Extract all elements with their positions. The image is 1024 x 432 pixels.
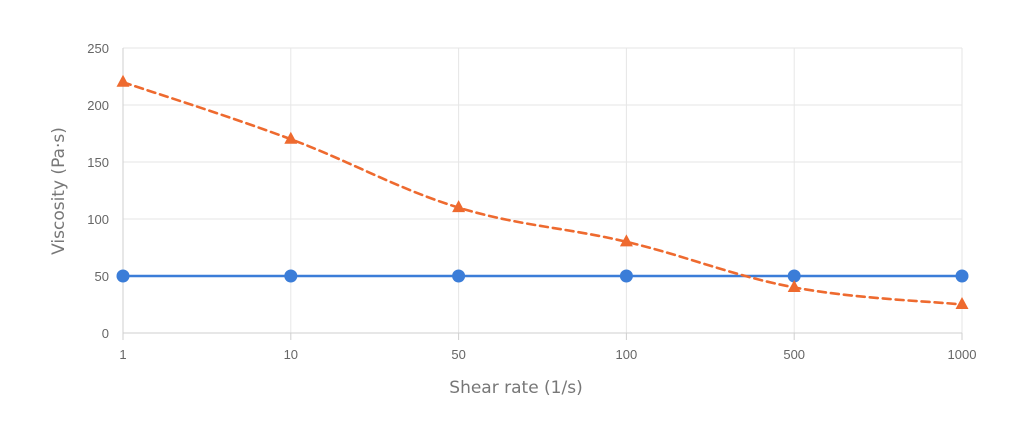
y-tick-label: 200 bbox=[87, 98, 109, 113]
y-tick-label: 50 bbox=[95, 269, 109, 284]
series-1 bbox=[116, 269, 969, 283]
series-line bbox=[121, 80, 964, 306]
x-tick-label: 100 bbox=[616, 347, 638, 362]
y-tick-label: 150 bbox=[87, 155, 109, 170]
x-axis-title: Shear rate (1/s) bbox=[449, 378, 582, 398]
data-point bbox=[116, 74, 130, 87]
y-tick-label: 100 bbox=[87, 212, 109, 227]
data-point bbox=[284, 131, 298, 144]
data-point bbox=[955, 297, 969, 310]
data-point bbox=[452, 269, 466, 283]
y-axis-title: Viscosity (Pa·s) bbox=[49, 127, 69, 255]
x-tick-label: 1000 bbox=[948, 347, 977, 362]
series-2 bbox=[116, 74, 969, 310]
data-point bbox=[116, 269, 130, 283]
series bbox=[116, 74, 969, 310]
data-point bbox=[284, 269, 298, 283]
data-point bbox=[787, 279, 801, 292]
x-tick-label: 500 bbox=[783, 347, 805, 362]
data-point bbox=[955, 269, 969, 283]
x-tick-label: 10 bbox=[284, 347, 298, 362]
data-point bbox=[619, 269, 633, 283]
x-tick-label: 1 bbox=[119, 347, 126, 362]
y-tick-label: 0 bbox=[102, 326, 109, 341]
axes: 0 50 100 150 200 250 1 10 50 100 500 1000 bbox=[87, 41, 976, 362]
data-point bbox=[619, 234, 633, 247]
x-tick-label: 50 bbox=[451, 347, 465, 362]
data-point bbox=[452, 200, 466, 213]
y-tick-label: 250 bbox=[87, 41, 109, 56]
grid bbox=[122, 47, 963, 334]
data-point bbox=[787, 269, 801, 283]
